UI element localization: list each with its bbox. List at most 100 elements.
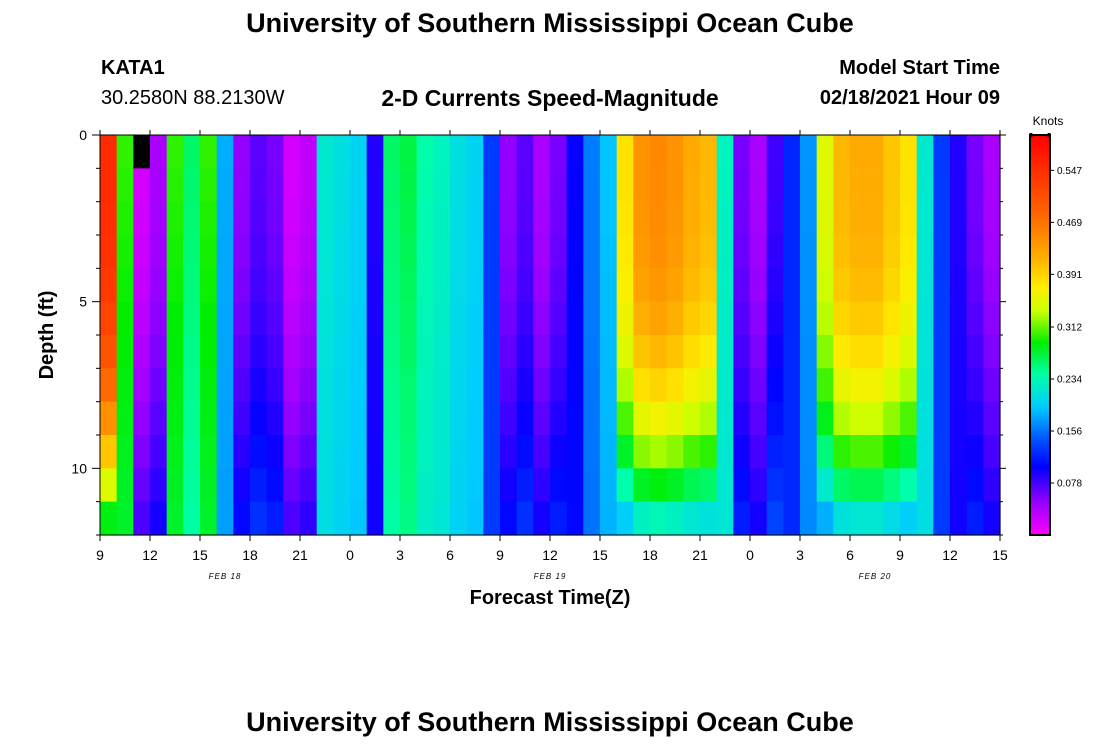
heatmap-cell: [400, 501, 418, 536]
heatmap-cell: [350, 235, 368, 269]
heatmap-cell: [416, 368, 434, 403]
heatmap-cell: [933, 501, 951, 536]
heatmap-cell: [833, 201, 851, 236]
heatmap-cell: [400, 401, 418, 436]
heatmap-cell: [550, 235, 568, 269]
heatmap-cell: [266, 335, 284, 369]
heatmap-cell: [933, 368, 951, 403]
heatmap-cell: [316, 468, 334, 503]
heatmap-cell: [883, 335, 901, 369]
heatmap-cell: [550, 335, 568, 369]
heatmap-cell: [966, 368, 984, 403]
heatmap-cell: [450, 435, 468, 469]
heatmap-cell: [900, 401, 918, 436]
x-tick-label: 12: [142, 547, 158, 563]
heatmap-cell: [283, 301, 301, 336]
heatmap-cell: [383, 268, 401, 303]
heatmap-cell: [450, 268, 468, 303]
heatmap-cell: [450, 468, 468, 503]
heatmap-cell: [866, 501, 884, 536]
heatmap-cell: [200, 335, 218, 369]
heatmap-cell: [566, 335, 584, 369]
heatmap-cell: [133, 268, 151, 303]
heatmap-cell: [600, 435, 618, 469]
heatmap-cell: [416, 268, 434, 303]
heatmap-cell: [333, 168, 351, 203]
heatmap-cell: [100, 235, 118, 269]
heatmap-cell: [466, 335, 484, 369]
heatmap-cell: [633, 468, 651, 503]
heatmap-cell: [250, 168, 268, 203]
heatmap-cell: [250, 435, 268, 469]
heatmap-cell: [616, 135, 634, 169]
heatmap-cell: [383, 301, 401, 336]
heatmap-cell: [583, 435, 601, 469]
heatmap-cell: [950, 401, 968, 436]
heatmap-cell: [183, 401, 201, 436]
heatmap-cell: [833, 168, 851, 203]
x-tick-label: 6: [846, 547, 854, 563]
heatmap-cell: [233, 401, 251, 436]
heatmap-cell: [650, 235, 668, 269]
heatmap-cell: [633, 201, 651, 236]
heatmap-cell: [350, 201, 368, 236]
heatmap-cell: [933, 235, 951, 269]
heatmap-cell: [833, 268, 851, 303]
heatmap-cell: [283, 368, 301, 403]
heatmap-cell: [466, 201, 484, 236]
heatmap-cell: [266, 501, 284, 536]
heatmap-cell: [850, 168, 868, 203]
heatmap-cell: [150, 401, 168, 436]
heatmap-cell: [166, 335, 184, 369]
heatmap-cell: [500, 235, 518, 269]
heatmap-cell: [150, 335, 168, 369]
heatmap-cell: [400, 301, 418, 336]
heatmap-cell: [433, 201, 451, 236]
heatmap-cell: [716, 401, 734, 436]
heatmap-cell: [300, 335, 318, 369]
colorbar-gradient: [1029, 134, 1051, 536]
heatmap-cell: [250, 468, 268, 503]
x-tick-label: 9: [896, 547, 904, 563]
heatmap-cell: [450, 135, 468, 169]
heatmap-cell: [316, 201, 334, 236]
heatmap-cell: [766, 235, 784, 269]
heatmap-cell: [533, 201, 551, 236]
heatmap-cell: [300, 401, 318, 436]
heatmap-cell: [433, 235, 451, 269]
y-tick-label: 0: [79, 127, 87, 143]
heatmap-cell: [383, 168, 401, 203]
heatmap-cell: [483, 268, 501, 303]
heatmap-cell: [883, 435, 901, 469]
heatmap-cell: [633, 435, 651, 469]
heatmap-cell: [800, 201, 818, 236]
heatmap-cell: [333, 401, 351, 436]
heatmap-cell: [616, 368, 634, 403]
heatmap-cell: [416, 301, 434, 336]
heatmap-cell: [633, 368, 651, 403]
heatmap-cell: [750, 335, 768, 369]
heatmap-cell: [183, 135, 201, 169]
heatmap-cell: [600, 135, 618, 169]
heatmap-cell: [983, 368, 1001, 403]
heatmap-cell: [166, 401, 184, 436]
heatmap-cell: [566, 201, 584, 236]
heatmap-cell: [750, 368, 768, 403]
heatmap-cell: [366, 335, 384, 369]
heatmap-cell: [350, 301, 368, 336]
heatmap-cell: [900, 268, 918, 303]
heatmap-cell: [466, 468, 484, 503]
heatmap-cell: [550, 268, 568, 303]
model-start-label: Model Start Time: [839, 57, 1000, 79]
heatmap-cell: [633, 135, 651, 169]
heatmap-cell: [383, 235, 401, 269]
model-start-value: 02/18/2021 Hour 09: [819, 87, 1000, 109]
heatmap-cell: [950, 135, 968, 169]
heatmap-cell: [683, 401, 701, 436]
heatmap-cell: [116, 368, 134, 403]
heatmap-cell: [900, 501, 918, 536]
heatmap-cell: [916, 135, 934, 169]
heatmap-cell: [500, 301, 518, 336]
heatmap-cell: [383, 401, 401, 436]
heatmap-cell: [516, 135, 534, 169]
